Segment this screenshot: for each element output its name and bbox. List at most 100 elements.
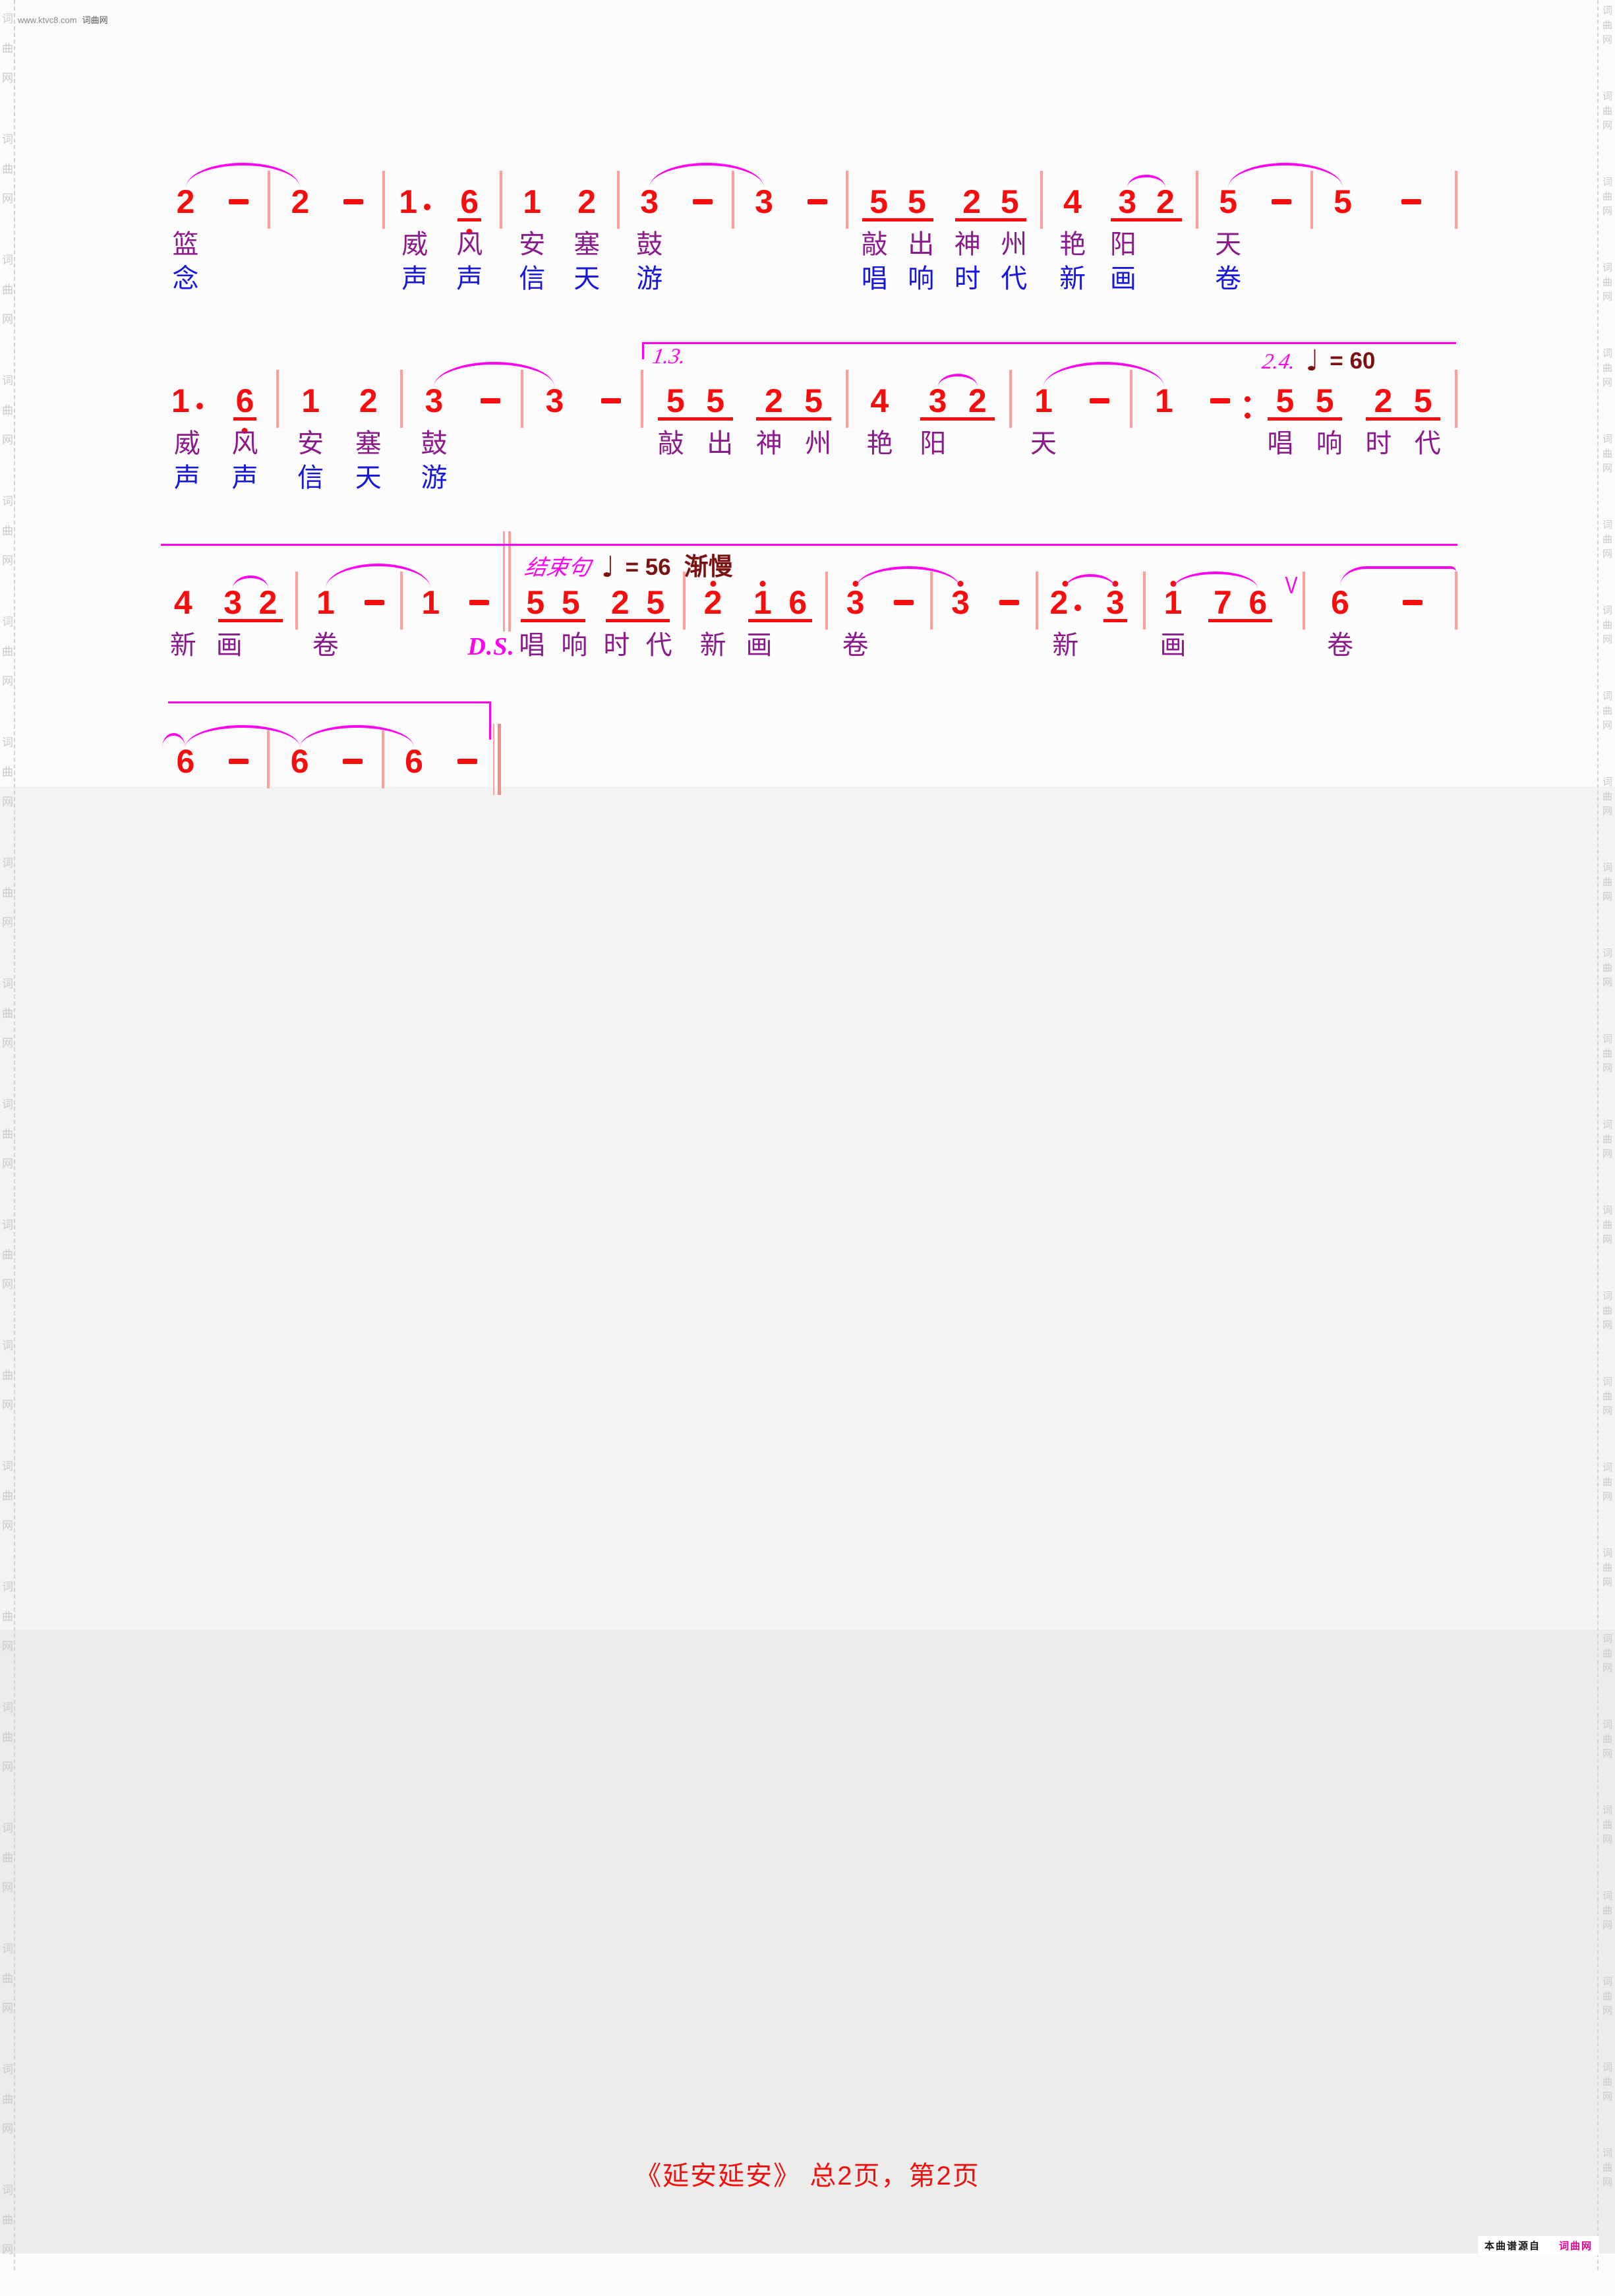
barline xyxy=(381,730,384,788)
lyric-char xyxy=(518,461,526,495)
note-digit: 5 xyxy=(907,183,926,220)
lyric-char: 敲 xyxy=(657,429,684,458)
note-cell: 5 天卷 xyxy=(1201,177,1256,296)
note-digit: 5 xyxy=(666,382,685,419)
repeat-dots xyxy=(1245,396,1251,419)
watermark-text: 词曲网 xyxy=(2,374,13,446)
note-digit: 6 xyxy=(1331,584,1349,621)
lyric-char xyxy=(1372,662,1452,697)
slur-arc xyxy=(233,575,268,589)
augmentation-dot xyxy=(424,204,431,210)
breath-mark: V xyxy=(1285,572,1298,599)
barline xyxy=(497,724,501,795)
lyric-char: 画 xyxy=(746,631,773,660)
lyric-char xyxy=(397,628,405,662)
note-cell: 3 xyxy=(737,177,792,296)
source-label: 本曲谱源自 xyxy=(1484,2241,1541,2252)
watermark-text: 词曲网 xyxy=(1602,1891,1613,1931)
note-cell: 1 安信 xyxy=(505,177,560,296)
lyric-char xyxy=(1127,461,1135,495)
lyric-char: 声 xyxy=(231,463,258,492)
dash-cell xyxy=(880,578,927,697)
barline xyxy=(638,369,646,495)
barline xyxy=(843,369,851,495)
volta-label: 结束句 xyxy=(522,556,593,580)
rest-dash xyxy=(469,600,489,605)
lyric-char: 神 xyxy=(755,429,782,458)
barline xyxy=(264,730,272,856)
barline xyxy=(520,369,523,428)
page-background-top xyxy=(0,0,1615,786)
lyric-char xyxy=(1007,461,1014,495)
lyric-char xyxy=(737,227,792,262)
watermark-text: 词曲网 xyxy=(1602,1462,1613,1502)
note-digit: 6 xyxy=(457,177,482,235)
lyric-char xyxy=(729,227,737,262)
watermark-text: 词曲网 xyxy=(2,1701,13,1773)
score-system: 4 新 3 2 画 1 卷 1 5 5 D.S. 唱响 2 5 时代 2 新 1 6 画 3 卷 3 2 新 3 1 画 7 6 V 6 卷结束… xyxy=(158,531,1460,697)
watermark-text: 词曲网 xyxy=(2,2184,13,2256)
lyric-char xyxy=(958,427,1007,461)
lyric-char: 声 xyxy=(401,264,428,293)
note-digit: 2 xyxy=(359,382,378,419)
tie-arc xyxy=(185,163,301,188)
note-digit: 3 xyxy=(928,382,947,419)
lyric-char xyxy=(1146,227,1193,262)
note-digit: 2 xyxy=(176,183,195,220)
lyric-char xyxy=(638,662,680,697)
lyric-char xyxy=(1014,461,1072,495)
lyric-char: 安 xyxy=(519,230,546,259)
note-digit: 1 xyxy=(1034,382,1053,419)
dash-cell xyxy=(213,737,265,856)
lyric-char xyxy=(493,821,501,856)
note-digit: 1 xyxy=(752,578,773,627)
rest-dash xyxy=(894,600,914,605)
watermark-text: 词曲网 xyxy=(1602,1976,1613,2016)
barline xyxy=(499,170,502,229)
slur-arc xyxy=(937,374,978,387)
barline xyxy=(267,170,270,229)
watermark-text: 词曲网 xyxy=(2,254,13,326)
barline xyxy=(1300,571,1308,697)
watermark-text: 词曲网 xyxy=(1602,1548,1613,1588)
lyric-char xyxy=(794,461,843,495)
note-cell: 1 xyxy=(405,578,455,697)
lyric-char xyxy=(595,662,637,697)
lyric-char xyxy=(265,262,273,296)
watermark-text: 词曲网 xyxy=(2,978,13,1049)
note-digit: 3 xyxy=(755,183,773,220)
dash-cell xyxy=(677,177,729,296)
watermark-text: 词曲网 xyxy=(2,1339,13,1411)
notes-row: 4 新 3 2 画 1 卷 1 5 5 D.S. 唱响 2 5 时代 2 新 1 6 画 3 卷 3 2 新 3 1 画 7 6 V 6 卷 xyxy=(158,531,1460,697)
barline xyxy=(1130,369,1133,428)
watermark-text: 词曲网 xyxy=(2,1460,13,1532)
barline xyxy=(400,571,403,630)
lyric-char xyxy=(823,662,831,697)
lyric-char xyxy=(273,262,328,296)
lyric-char xyxy=(908,461,958,495)
barline xyxy=(502,531,506,632)
beamed-group: 5 5 D.S. 唱响 xyxy=(467,578,595,697)
note-digit: 6 xyxy=(290,743,309,780)
watermark-text: 词曲网 xyxy=(1602,1119,1613,1160)
volta-label: 1.3. xyxy=(651,345,688,368)
note-digit: 4 xyxy=(1063,183,1082,220)
underline xyxy=(1267,417,1343,421)
watermark-text: 词曲网 xyxy=(2,1219,13,1291)
lyric-char xyxy=(729,262,737,296)
watermark-text: 词曲网 xyxy=(1602,5,1613,45)
barline xyxy=(1195,170,1198,229)
lyric-char xyxy=(680,662,688,697)
note-digit: 5 xyxy=(1219,183,1238,220)
lyric-char xyxy=(1403,461,1453,495)
note-cell: 1 xyxy=(1135,376,1193,495)
lyric-char xyxy=(328,227,380,262)
watermark-text: 词曲网 xyxy=(1602,1376,1613,1417)
augmentation-dot xyxy=(1074,604,1082,611)
